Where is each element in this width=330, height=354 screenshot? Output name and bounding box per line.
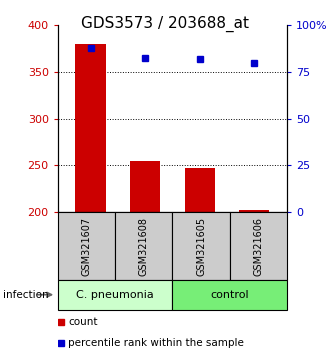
Bar bbox=[230, 212, 287, 280]
Text: GSM321608: GSM321608 bbox=[139, 217, 149, 275]
Text: GSM321606: GSM321606 bbox=[253, 217, 263, 275]
Text: GSM321605: GSM321605 bbox=[196, 216, 206, 276]
Bar bbox=[58, 280, 172, 310]
Text: count: count bbox=[68, 316, 98, 327]
Bar bbox=[239, 210, 269, 212]
Bar bbox=[130, 161, 160, 212]
Text: infection: infection bbox=[3, 290, 49, 300]
Bar bbox=[172, 212, 230, 280]
Text: percentile rank within the sample: percentile rank within the sample bbox=[68, 338, 244, 348]
Bar bbox=[76, 44, 106, 212]
Text: GDS3573 / 203688_at: GDS3573 / 203688_at bbox=[81, 16, 249, 32]
Bar bbox=[172, 280, 287, 310]
Bar bbox=[58, 212, 115, 280]
Text: C. pneumonia: C. pneumonia bbox=[76, 290, 154, 300]
Bar bbox=[185, 168, 215, 212]
Text: GSM321607: GSM321607 bbox=[82, 216, 91, 276]
Bar bbox=[115, 212, 172, 280]
Text: control: control bbox=[211, 290, 249, 300]
